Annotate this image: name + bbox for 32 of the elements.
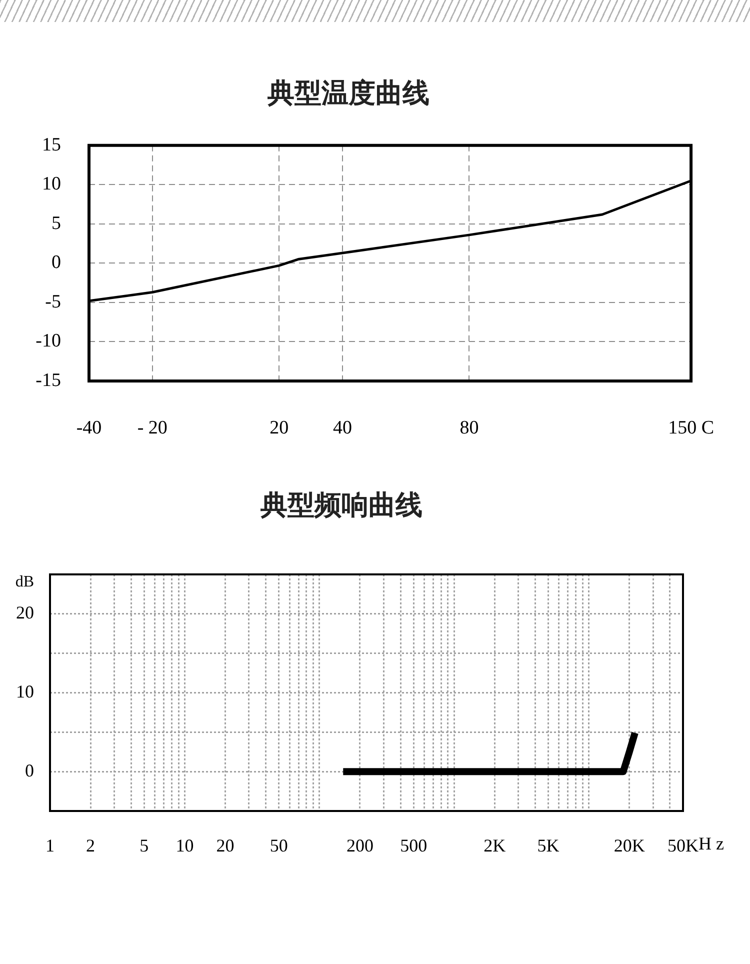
x-tick-label: 200 (346, 836, 374, 856)
y-tick-label: -5 (45, 291, 61, 312)
y-tick-label: -10 (36, 330, 61, 352)
y-tick-label: 10 (16, 681, 34, 702)
x-tick-label: 500 (400, 836, 428, 856)
chart-title: 典型频响曲线 (260, 490, 422, 522)
x-tick-label: 50K (668, 836, 698, 856)
y-tick-label: 0 (25, 760, 34, 780)
y-tick-label: 10 (42, 174, 61, 195)
x-tick-label: 20 (270, 417, 289, 438)
y-tick-label: -15 (36, 370, 61, 391)
y-tick-label: 5 (52, 212, 61, 234)
x-tick-label: 2 (86, 836, 96, 856)
x-tick-label: 5K (537, 836, 560, 856)
y-axis-title: dB (15, 574, 34, 591)
x-axis-title: H z (698, 834, 724, 854)
y-tick-label: 15 (42, 134, 61, 156)
x-tick-label: 1 (46, 836, 54, 856)
y-tick-label: 0 (52, 252, 61, 274)
chart-title: 典型温度曲线 (266, 78, 430, 110)
x-tick-label: 150 C (668, 417, 714, 438)
x-tick-label: 5 (140, 836, 149, 856)
y-tick-label: 20 (16, 602, 34, 623)
x-tick-label: 80 (460, 417, 479, 438)
x-tick-label: 10 (176, 836, 194, 856)
x-tick-label: 2K (484, 836, 506, 856)
x-tick-label: 20 (216, 836, 234, 856)
x-tick-label: 50 (270, 836, 288, 856)
x-tick-label: - 20 (137, 417, 168, 438)
x-tick-label: -40 (76, 417, 102, 438)
x-tick-label: 20K (614, 836, 645, 856)
x-tick-label: 40 (332, 417, 352, 438)
